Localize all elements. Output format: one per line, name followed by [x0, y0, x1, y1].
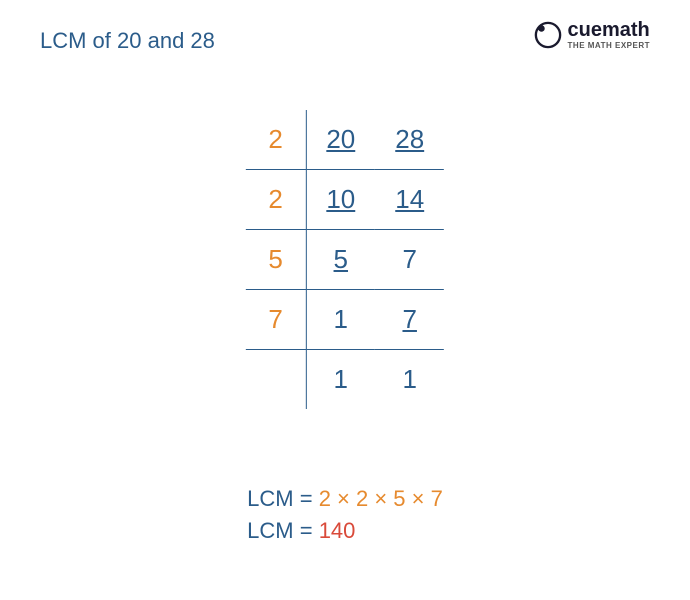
divisor-cell: 2: [246, 110, 306, 170]
divisor-cell: 2: [246, 170, 306, 230]
dividend-cell: 10: [306, 170, 375, 230]
page-title: LCM of 20 and 28: [40, 28, 215, 54]
logo-icon: [534, 21, 562, 49]
lcm-results: LCM = 2 × 2 × 5 × 7 LCM = 140: [247, 480, 443, 550]
table-row: 557: [246, 230, 444, 290]
logo-name: cuemath: [568, 20, 650, 40]
divisor-cell: [246, 350, 306, 410]
dividend-cell: 5: [306, 230, 375, 290]
dividend-cell: 7: [375, 290, 444, 350]
lcm-answer: 140: [319, 518, 356, 543]
lcm-answer-line: LCM = 140: [247, 518, 443, 544]
table-row: 21014: [246, 170, 444, 230]
dividend-cell: 1: [306, 290, 375, 350]
lcm-factorization: LCM = 2 × 2 × 5 × 7: [247, 486, 443, 512]
divisor-cell: 5: [246, 230, 306, 290]
dividend-cell: 20: [306, 110, 375, 170]
lcm-label: LCM: [247, 486, 293, 511]
dividend-cell: 14: [375, 170, 444, 230]
table-row: 11: [246, 350, 444, 410]
dividend-cell: 7: [375, 230, 444, 290]
lcm-label: LCM: [247, 518, 293, 543]
logo: cuemath THE MATH EXPERT: [534, 20, 650, 50]
division-table: 220282101455771711: [246, 110, 444, 409]
lcm-factors: 2 × 2 × 5 × 7: [319, 486, 443, 511]
table-row: 22028: [246, 110, 444, 170]
logo-tagline: THE MATH EXPERT: [568, 42, 650, 50]
divisor-cell: 7: [246, 290, 306, 350]
dividend-cell: 1: [375, 350, 444, 410]
dividend-cell: 1: [306, 350, 375, 410]
dividend-cell: 28: [375, 110, 444, 170]
table-row: 717: [246, 290, 444, 350]
